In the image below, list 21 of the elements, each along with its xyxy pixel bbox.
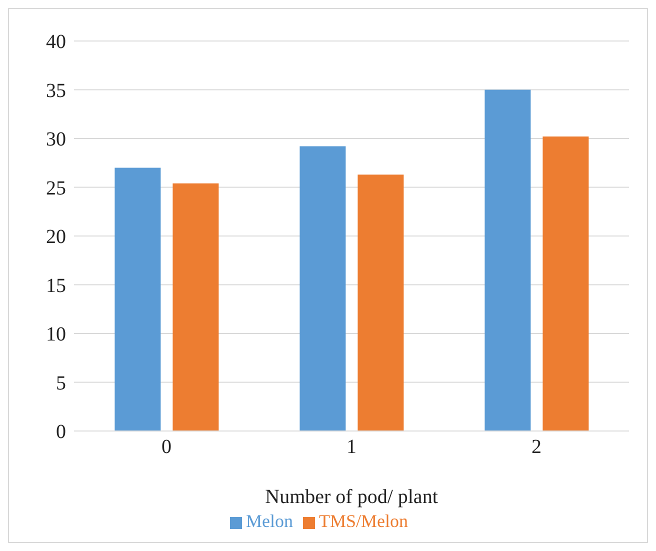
legend-label: TMS/Melon	[318, 511, 408, 531]
y-tick-label: 40	[46, 31, 66, 54]
y-tick-label: 20	[46, 226, 66, 248]
bar	[172, 183, 219, 431]
y-tick-label: 25	[46, 177, 66, 200]
y-tick-label: 35	[46, 80, 66, 102]
x-tick-label: 1	[346, 436, 356, 458]
y-tick-label: 0	[56, 421, 66, 444]
bar	[300, 146, 346, 431]
y-tick-label: 5	[56, 372, 66, 394]
y-tick-label: 10	[46, 324, 66, 346]
y-tick-label: 15	[46, 274, 66, 297]
bar	[542, 136, 589, 431]
bar	[484, 90, 531, 431]
x-axis-title: Number of pod/ plant	[265, 486, 438, 508]
x-tick-label: 0	[162, 436, 172, 458]
legend-label: Melon	[246, 511, 293, 531]
x-tick-label: 2	[532, 436, 542, 458]
bar	[358, 174, 404, 431]
bar	[114, 168, 161, 431]
y-tick-label: 30	[46, 128, 66, 151]
